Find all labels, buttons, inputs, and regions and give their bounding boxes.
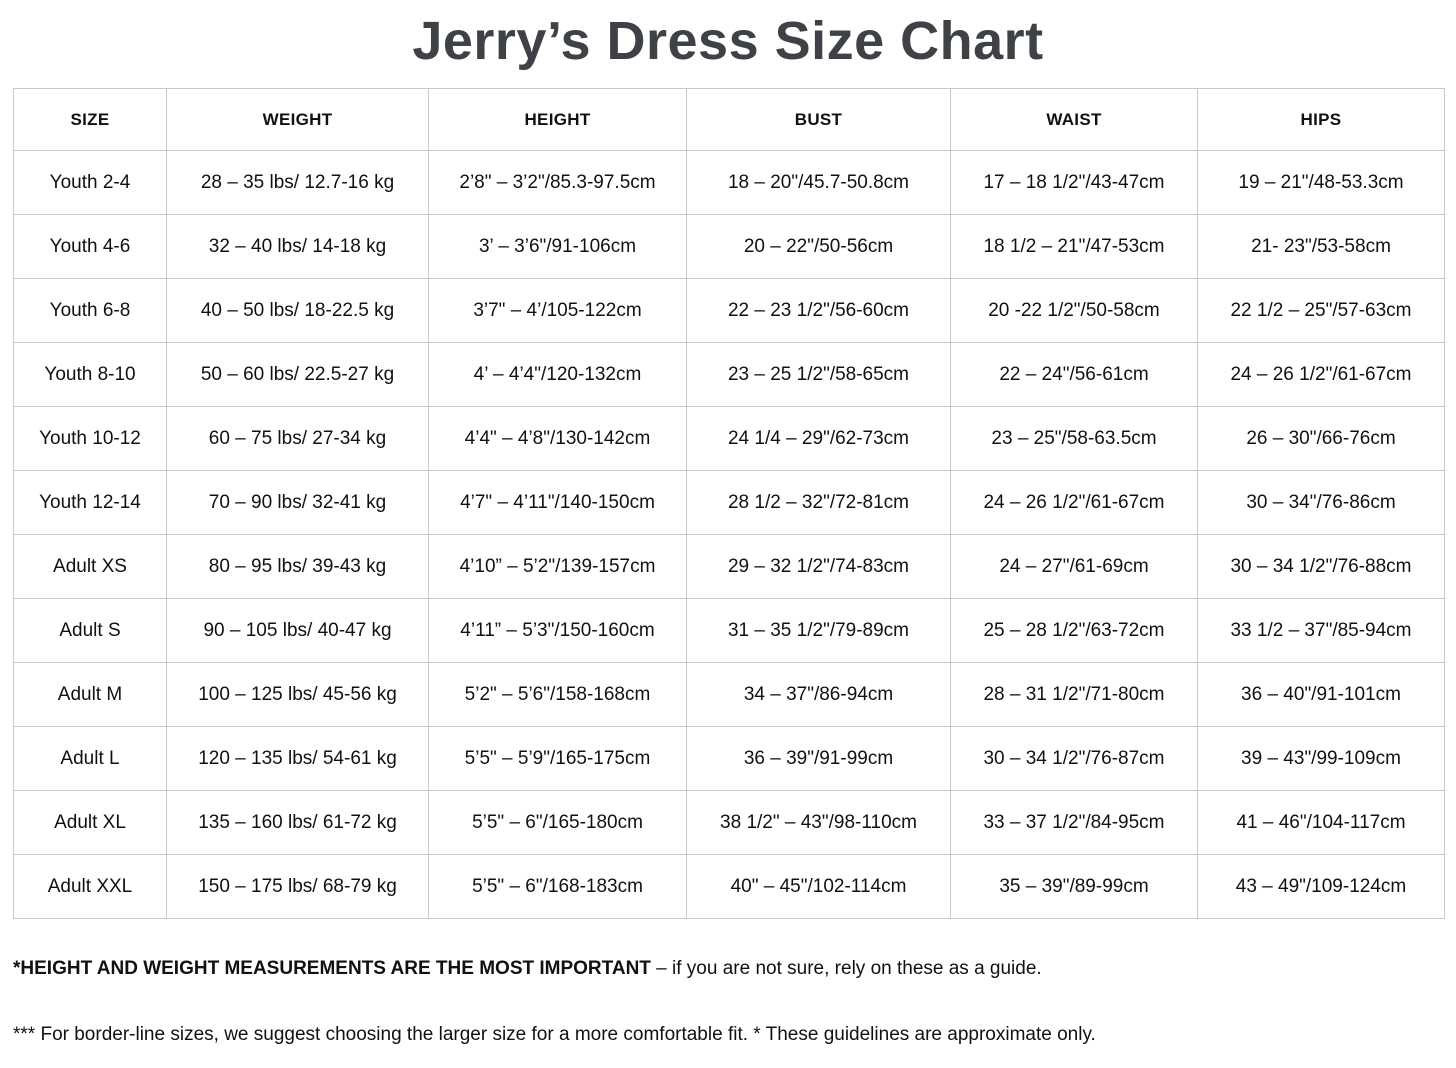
page-title: Jerry’s Dress Size Chart — [412, 11, 1044, 71]
page: Jerry’s Dress Size Chart SIZE WEIGHT HEI… — [0, 10, 1456, 1046]
table-row: Adult XXL 150 – 175 lbs/ 68-79 kg 5’5" –… — [13, 854, 1445, 919]
cell-weight: 80 – 95 lbs/ 39-43 kg — [166, 534, 429, 599]
cell-hips: 19 – 21"/48-53.3cm — [1197, 150, 1445, 215]
cell-height: 4’10” – 5’2"/139-157cm — [428, 534, 687, 599]
column-header-size: SIZE — [13, 88, 167, 151]
cell-weight: 60 – 75 lbs/ 27-34 kg — [166, 406, 429, 471]
note-borderline: *** For border-line sizes, we suggest ch… — [13, 1024, 1096, 1045]
cell-height: 5’5" – 6"/168-183cm — [428, 854, 687, 919]
table-row: Adult XL 135 – 160 lbs/ 61-72 kg 5’5" – … — [13, 790, 1445, 855]
table-row: Adult M 100 – 125 lbs/ 45-56 kg 5’2" – 5… — [13, 662, 1445, 727]
note-height-weight-rest: – if you are not sure, rely on these as … — [650, 958, 1042, 979]
cell-height: 4’11” – 5’3"/150-160cm — [428, 598, 687, 663]
cell-size: Adult S — [13, 598, 167, 663]
cell-height: 4’ – 4’4"/120-132cm — [428, 342, 687, 407]
cell-size: Youth 2-4 — [13, 150, 167, 215]
cell-weight: 40 – 50 lbs/ 18-22.5 kg — [166, 278, 429, 343]
cell-hips: 41 – 46"/104-117cm — [1197, 790, 1445, 855]
cell-weight: 70 – 90 lbs/ 32-41 kg — [166, 470, 429, 535]
cell-size: Adult M — [13, 662, 167, 727]
cell-hips: 22 1/2 – 25"/57-63cm — [1197, 278, 1445, 343]
cell-size: Adult XL — [13, 790, 167, 855]
cell-waist: 28 – 31 1/2"/71-80cm — [950, 662, 1198, 727]
column-header-weight: WEIGHT — [166, 88, 429, 151]
cell-bust: 23 – 25 1/2"/58-65cm — [686, 342, 951, 407]
cell-bust: 31 – 35 1/2"/79-89cm — [686, 598, 951, 663]
cell-size: Adult XXL — [13, 854, 167, 919]
cell-waist: 24 – 26 1/2"/61-67cm — [950, 470, 1198, 535]
cell-weight: 28 – 35 lbs/ 12.7-16 kg — [166, 150, 429, 215]
cell-hips: 39 – 43"/99-109cm — [1197, 726, 1445, 791]
column-header-bust: BUST — [686, 88, 951, 151]
cell-bust: 38 1/2" – 43"/98-110cm — [686, 790, 951, 855]
cell-waist: 35 – 39"/89-99cm — [950, 854, 1198, 919]
cell-height: 5’2" – 5’6"/158-168cm — [428, 662, 687, 727]
cell-height: 5’5" – 6"/165-180cm — [428, 790, 687, 855]
cell-waist: 24 – 27"/61-69cm — [950, 534, 1198, 599]
cell-bust: 28 1/2 – 32"/72-81cm — [686, 470, 951, 535]
cell-height: 4’7" – 4’11"/140-150cm — [428, 470, 687, 535]
cell-height: 4’4" – 4’8"/130-142cm — [428, 406, 687, 471]
cell-size: Youth 8-10 — [13, 342, 167, 407]
column-header-height: HEIGHT — [428, 88, 687, 151]
cell-waist: 20 -22 1/2"/50-58cm — [950, 278, 1198, 343]
cell-hips: 43 – 49"/109-124cm — [1197, 854, 1445, 919]
cell-size: Adult L — [13, 726, 167, 791]
table-row: Youth 6-8 40 – 50 lbs/ 18-22.5 kg 3’7" –… — [13, 278, 1445, 343]
cell-bust: 34 – 37"/86-94cm — [686, 662, 951, 727]
cell-waist: 22 – 24"/56-61cm — [950, 342, 1198, 407]
table-header-row: SIZE WEIGHT HEIGHT BUST WAIST HIPS — [13, 88, 1445, 151]
cell-hips: 36 – 40"/91-101cm — [1197, 662, 1445, 727]
cell-weight: 32 – 40 lbs/ 14-18 kg — [166, 214, 429, 279]
cell-hips: 26 – 30"/66-76cm — [1197, 406, 1445, 471]
cell-waist: 18 1/2 – 21"/47-53cm — [950, 214, 1198, 279]
cell-size: Youth 6-8 — [13, 278, 167, 343]
cell-waist: 17 – 18 1/2"/43-47cm — [950, 150, 1198, 215]
cell-bust: 18 – 20"/45.7-50.8cm — [686, 150, 951, 215]
cell-height: 5’5" – 5’9"/165-175cm — [428, 726, 687, 791]
cell-height: 3’7" – 4’/105-122cm — [428, 278, 687, 343]
table-row: Adult XS 80 – 95 lbs/ 39-43 kg 4’10” – 5… — [13, 534, 1445, 599]
cell-waist: 33 – 37 1/2"/84-95cm — [950, 790, 1198, 855]
note-height-weight: *HEIGHT AND WEIGHT MEASUREMENTS ARE THE … — [13, 958, 1456, 980]
table-row: Youth 8-10 50 – 60 lbs/ 22.5-27 kg 4’ – … — [13, 342, 1445, 407]
column-header-waist: WAIST — [950, 88, 1198, 151]
cell-hips: 30 – 34 1/2"/76-88cm — [1197, 534, 1445, 599]
cell-height: 2’8" – 3’2"/85.3-97.5cm — [428, 150, 687, 215]
cell-size: Youth 4-6 — [13, 214, 167, 279]
cell-bust: 29 – 32 1/2"/74-83cm — [686, 534, 951, 599]
table-row: Adult S 90 – 105 lbs/ 40-47 kg 4’11” – 5… — [13, 598, 1445, 663]
cell-hips: 33 1/2 – 37"/85-94cm — [1197, 598, 1445, 663]
cell-waist: 25 – 28 1/2"/63-72cm — [950, 598, 1198, 663]
cell-waist: 30 – 34 1/2"/76-87cm — [950, 726, 1198, 791]
table-row: Youth 10-12 60 – 75 lbs/ 27-34 kg 4’4" –… — [13, 406, 1445, 471]
size-chart-table: SIZE WEIGHT HEIGHT BUST WAIST HIPS Youth… — [13, 88, 1445, 919]
cell-bust: 20 – 22"/50-56cm — [686, 214, 951, 279]
cell-size: Youth 10-12 — [13, 406, 167, 471]
table-row: Youth 12-14 70 – 90 lbs/ 32-41 kg 4’7" –… — [13, 470, 1445, 535]
cell-height: 3’ – 3’6"/91-106cm — [428, 214, 687, 279]
cell-bust: 22 – 23 1/2"/56-60cm — [686, 278, 951, 343]
cell-waist: 23 – 25"/58-63.5cm — [950, 406, 1198, 471]
cell-hips: 24 – 26 1/2"/61-67cm — [1197, 342, 1445, 407]
cell-weight: 50 – 60 lbs/ 22.5-27 kg — [166, 342, 429, 407]
table-row: Adult L 120 – 135 lbs/ 54-61 kg 5’5" – 5… — [13, 726, 1445, 791]
cell-size: Youth 12-14 — [13, 470, 167, 535]
cell-weight: 120 – 135 lbs/ 54-61 kg — [166, 726, 429, 791]
cell-weight: 135 – 160 lbs/ 61-72 kg — [166, 790, 429, 855]
cell-size: Adult XS — [13, 534, 167, 599]
cell-bust: 36 – 39"/91-99cm — [686, 726, 951, 791]
column-header-hips: HIPS — [1197, 88, 1445, 151]
cell-bust: 40" – 45"/102-114cm — [686, 854, 951, 919]
table-row: Youth 4-6 32 – 40 lbs/ 14-18 kg 3’ – 3’6… — [13, 214, 1445, 279]
cell-hips: 30 – 34"/76-86cm — [1197, 470, 1445, 535]
table-row: Youth 2-4 28 – 35 lbs/ 12.7-16 kg 2’8" –… — [13, 150, 1445, 215]
cell-bust: 24 1/4 – 29"/62-73cm — [686, 406, 951, 471]
note-height-weight-bold: *HEIGHT AND WEIGHT MEASUREMENTS ARE THE … — [13, 958, 651, 979]
cell-hips: 21- 23"/53-58cm — [1197, 214, 1445, 279]
cell-weight: 90 – 105 lbs/ 40-47 kg — [166, 598, 429, 663]
cell-weight: 150 – 175 lbs/ 68-79 kg — [166, 854, 429, 919]
cell-weight: 100 – 125 lbs/ 45-56 kg — [166, 662, 429, 727]
